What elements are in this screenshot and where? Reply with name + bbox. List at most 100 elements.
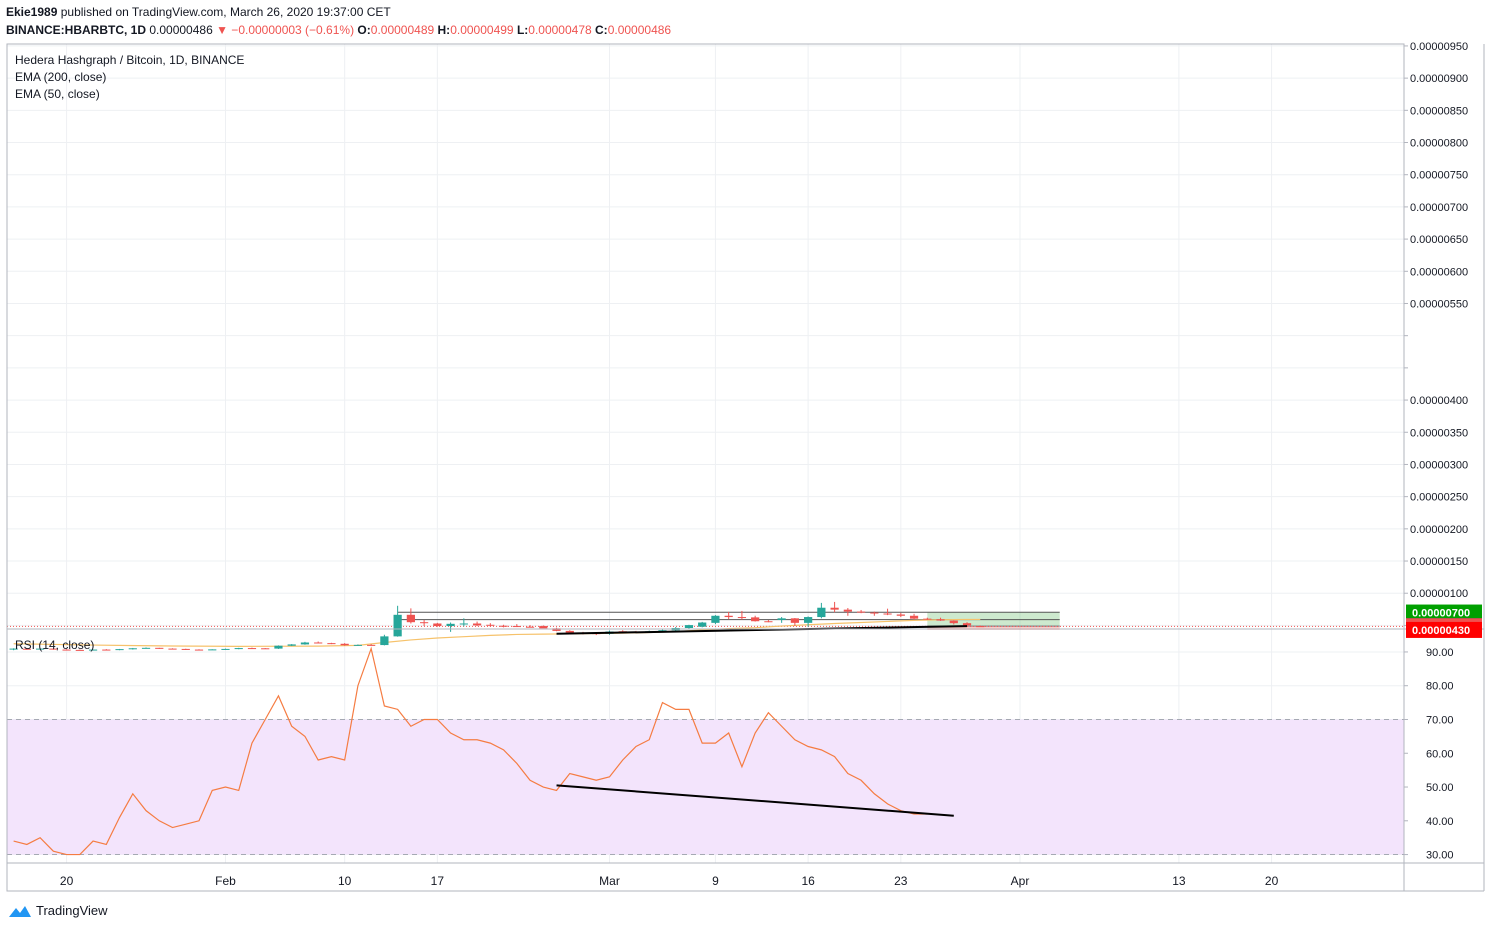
high-value: 0.00000499 <box>450 23 514 37</box>
candle-body <box>764 621 773 623</box>
price-tick-label: 0.00000950 <box>1410 41 1468 53</box>
rsi-tick-label: 50.00 <box>1426 782 1454 794</box>
publish-info: Ekie1989 published on TradingView.com, M… <box>6 5 391 19</box>
candle-body <box>512 626 521 628</box>
close-label: C: <box>595 23 608 37</box>
high-label: H: <box>437 23 451 37</box>
time-axis[interactable]: 20 Feb 10 17 Mar 9 16 23 Apr 13 20 <box>60 874 1279 888</box>
candle-body <box>817 607 826 618</box>
candle-body <box>949 620 958 624</box>
candle-body <box>300 642 310 645</box>
rsi-divergence-line[interactable] <box>556 784 954 817</box>
tradingview-brand[interactable]: TradingView <box>8 903 108 918</box>
candle-body <box>261 648 270 650</box>
candle-body <box>353 644 363 646</box>
candle-body <box>909 615 919 619</box>
candle-body <box>433 623 442 627</box>
price-tag-label: 0.00000430 <box>1412 625 1470 637</box>
candle-body <box>380 636 389 646</box>
time-tick-label: 13 <box>1172 874 1186 888</box>
candle-body <box>314 642 323 644</box>
price-tick-label: 0.00000750 <box>1410 170 1468 182</box>
candle-body <box>499 625 508 627</box>
time-tick-label: 10 <box>338 874 352 888</box>
candle-body <box>698 622 707 627</box>
price-tag-box <box>1406 604 1482 621</box>
rsi-tick-label: 70.00 <box>1426 714 1454 726</box>
tradingview-logo-icon <box>9 905 31 917</box>
candle-body <box>181 648 190 650</box>
long-position-stop-zone[interactable] <box>927 626 1060 630</box>
candle-body <box>870 612 879 614</box>
candle-body <box>962 623 972 626</box>
candle-body <box>658 630 667 632</box>
time-tick-label: 17 <box>431 874 445 888</box>
candle-body <box>141 647 151 649</box>
candle-body <box>684 625 694 628</box>
rsi-tick-label: 30.00 <box>1426 850 1454 862</box>
candle-body <box>406 614 415 623</box>
candle-body <box>459 623 468 625</box>
candle-body <box>22 648 31 650</box>
low-value: 0.00000478 <box>528 23 592 37</box>
candle-body <box>88 649 98 651</box>
price-axis[interactable]: 0.000000500.000001000.000001500.00000200… <box>1404 41 1468 632</box>
candle-body <box>724 615 733 618</box>
last-price: 0.00000486 <box>149 23 213 37</box>
candle-body <box>194 649 204 651</box>
candle-body <box>711 615 720 623</box>
candle-body <box>856 611 866 613</box>
legend-rsi[interactable]: RSI (14, close) <box>15 638 95 652</box>
brand-name: TradingView <box>36 903 108 918</box>
candle-body <box>128 648 137 650</box>
legend-ema200[interactable]: EMA (200, close) <box>15 70 107 84</box>
open-label: O: <box>357 23 371 37</box>
candle-body <box>35 648 45 650</box>
candle-body <box>102 649 111 651</box>
candle-body <box>883 613 892 615</box>
rsi-tick-label: 80.00 <box>1426 681 1454 693</box>
symbol-label: BINANCE:HBARBTC, 1D <box>6 23 146 37</box>
price-tick-label: 0.00000250 <box>1410 492 1468 504</box>
price-tick-label: 0.00000900 <box>1410 73 1468 85</box>
legend-ema50[interactable]: EMA (50, close) <box>15 87 100 101</box>
candle-body <box>472 623 482 626</box>
candle-body <box>9 648 18 650</box>
candle-body <box>208 649 217 651</box>
rsi-axis[interactable]: 30.00 40.00 50.00 60.00 70.00 80.00 90.00 <box>1404 647 1454 862</box>
price-tag-box <box>1406 621 1482 638</box>
candle-body <box>393 614 402 637</box>
price-tick-label: 0.00000800 <box>1410 138 1468 150</box>
price-tick-label: 0.00000150 <box>1410 556 1468 568</box>
price-tick-label: 0.00000600 <box>1410 266 1468 278</box>
price-tick-label: 0.00000350 <box>1410 427 1468 439</box>
price-tick-label: 0.00000400 <box>1410 395 1468 407</box>
candle-body <box>751 617 760 622</box>
candle-body <box>327 643 336 645</box>
rsi-line <box>13 646 928 856</box>
rsi-tick-label: 60.00 <box>1426 748 1454 760</box>
time-tick-label: 20 <box>1265 874 1279 888</box>
close-value: 0.00000486 <box>607 23 672 37</box>
time-tick-label: 23 <box>894 874 908 888</box>
candle-body <box>830 607 839 610</box>
candle-body <box>367 644 376 646</box>
time-tick-label: Apr <box>1011 874 1030 888</box>
price-tick-label: 0.00000300 <box>1410 459 1468 471</box>
chart-frame <box>6 43 1485 892</box>
publisher-name[interactable]: Ekie1989 <box>6 5 58 19</box>
main-legend-title: Hedera Hashgraph / Bitcoin, 1D, BINANCE <box>15 53 245 67</box>
ohlc-header: BINANCE:HBARBTC, 1D 0.00000486 ▼ −0.0000… <box>6 23 671 37</box>
candle-body <box>552 628 561 631</box>
price-trendline[interactable] <box>556 625 968 635</box>
price-change: ▼ −0.00000003 (−0.61%) <box>216 23 355 37</box>
published-text: published on TradingView.com, March 26, … <box>60 5 391 19</box>
candle-body <box>234 648 243 650</box>
candle-body <box>62 649 71 651</box>
ema50-line <box>13 618 981 647</box>
candle-body <box>896 614 905 616</box>
time-tick-label: Mar <box>599 874 620 888</box>
candle-body <box>168 648 177 650</box>
candle-body <box>247 648 257 650</box>
